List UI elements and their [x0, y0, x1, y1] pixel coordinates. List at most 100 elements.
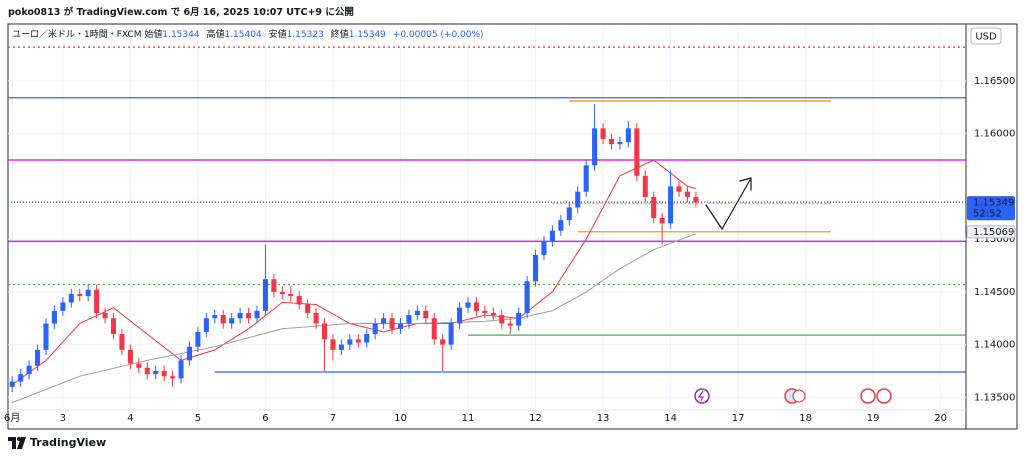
- candle-body: [94, 289, 100, 313]
- candle-body: [524, 281, 530, 313]
- x-tick-label: 20: [934, 413, 947, 424]
- legend-change: +0.00005 (+0.00%): [392, 30, 484, 40]
- x-tick-label: 4: [127, 413, 133, 424]
- candle-body: [51, 310, 57, 324]
- candle-body: [136, 363, 142, 368]
- candle-body: [634, 128, 640, 176]
- candle-body: [321, 323, 328, 340]
- price-countdown: 52:52: [973, 208, 1002, 219]
- candle-body: [338, 344, 344, 350]
- candle-body: [313, 312, 319, 324]
- x-tick-label: 12: [529, 413, 542, 424]
- candle-body: [414, 310, 420, 316]
- candle-body: [440, 339, 446, 345]
- event-icon[interactable]: [860, 388, 876, 404]
- legend-value: 1.15349: [348, 30, 386, 40]
- moving-average: [11, 159, 697, 386]
- candle-body: [372, 323, 378, 335]
- candle-body: [516, 312, 522, 326]
- event-icon[interactable]: [792, 389, 806, 403]
- x-tick-label: 6月: [4, 412, 20, 424]
- candle-body: [347, 339, 353, 345]
- candle-body: [220, 315, 226, 324]
- event-icon[interactable]: [694, 388, 710, 404]
- candle-body: [355, 339, 361, 343]
- y-tick-label: 1.16000: [974, 129, 1015, 140]
- price-label: 1.15349: [973, 197, 1014, 208]
- candle-body: [499, 315, 505, 324]
- candle-body: [237, 312, 243, 319]
- candle-body: [676, 186, 682, 192]
- candle-body: [212, 315, 218, 319]
- candle-body: [246, 312, 252, 319]
- candle-body: [119, 334, 125, 350]
- candle-body: [490, 312, 496, 316]
- candle-body: [533, 254, 539, 282]
- candle-body: [271, 279, 277, 292]
- candle-body: [684, 191, 690, 197]
- x-tick-label: 14: [664, 413, 677, 424]
- candle-body: [18, 374, 24, 382]
- candle-body: [43, 323, 49, 350]
- candle-body: [203, 318, 209, 332]
- candle-body: [195, 331, 201, 347]
- price-label-box: [966, 225, 1016, 239]
- event-glyph: [697, 390, 704, 402]
- candle-body: [642, 175, 648, 197]
- brand-logo: [8, 436, 26, 449]
- legend-label: 安値: [268, 30, 287, 40]
- candle-body: [381, 318, 387, 324]
- candle-body: [575, 191, 581, 208]
- candle-body: [364, 334, 370, 343]
- candle-body: [254, 310, 260, 319]
- price-label-box: [967, 196, 1015, 221]
- candle-body: [279, 291, 285, 294]
- chart-frame: [7, 23, 1018, 430]
- candle-body: [305, 304, 311, 313]
- candle-body: [9, 381, 15, 387]
- candle-body: [127, 349, 133, 364]
- candle-body: [102, 312, 108, 319]
- candle-body: [617, 142, 623, 145]
- candle-body: [262, 279, 268, 311]
- legend-label: 始値: [144, 30, 163, 40]
- candle-body: [330, 339, 336, 350]
- symbol-title: ユーロ／米ドル・1時間・FXCM: [12, 30, 142, 40]
- candle-body: [170, 376, 176, 379]
- candle-body: [35, 349, 41, 366]
- candle-body: [153, 370, 159, 375]
- y-tick-label: 1.13500: [974, 392, 1015, 403]
- x-tick-label: 13: [597, 413, 610, 424]
- legend-value: 1.15404: [224, 30, 262, 40]
- x-tick-label: 19: [867, 413, 880, 424]
- candle-body: [549, 230, 555, 242]
- candle-body: [541, 241, 547, 255]
- candle-body: [566, 207, 572, 221]
- candle-body: [423, 310, 429, 319]
- candle-body: [161, 370, 167, 377]
- candle-body: [186, 346, 193, 361]
- candle-body: [507, 323, 513, 326]
- candle-body: [600, 128, 606, 139]
- currency-button[interactable]: [970, 27, 1002, 45]
- legend-value: 1.15344: [162, 30, 200, 40]
- candle-body: [668, 186, 674, 224]
- candle-body: [659, 218, 665, 224]
- candle-body: [68, 293, 74, 303]
- candle-body: [465, 302, 471, 308]
- candle-body: [693, 196, 699, 203]
- candle-body: [296, 296, 302, 305]
- candle-body: [431, 318, 437, 340]
- x-tick-label: 7: [330, 413, 336, 424]
- x-tick-label: 10: [394, 413, 407, 424]
- candle-body: [625, 128, 631, 143]
- candle-body: [406, 315, 412, 324]
- event-icon[interactable]: [876, 388, 892, 404]
- candle-body: [77, 293, 83, 297]
- candle-body: [457, 307, 463, 324]
- legend-value: 1.15323: [286, 30, 324, 40]
- header-text: poko0813 が TradingView.com で 6月 16, 2025…: [8, 7, 354, 18]
- y-tick-label: 1.14000: [974, 340, 1015, 351]
